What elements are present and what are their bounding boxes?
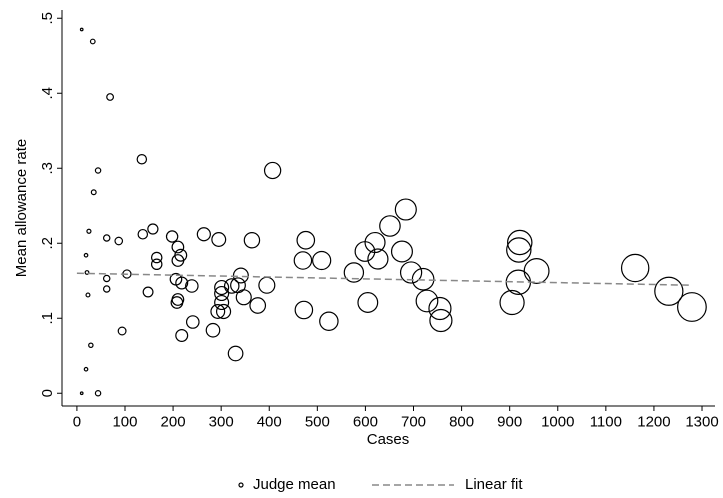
x-tick-label: 1300 (685, 413, 718, 430)
judge-point (319, 311, 339, 332)
judge-point (258, 276, 276, 294)
judge-point (94, 389, 102, 397)
judge-point (263, 161, 282, 180)
judge-point (117, 326, 127, 336)
judge-point (235, 289, 252, 306)
judge-point (114, 236, 124, 246)
judge-point (428, 296, 452, 321)
judge-point (170, 296, 184, 309)
x-tick-label: 1000 (541, 413, 574, 430)
judge-point (232, 267, 249, 284)
judge-point (394, 198, 417, 221)
judge-point (506, 237, 532, 263)
x-tick-label: 800 (449, 413, 474, 430)
judge-point (499, 289, 525, 316)
judge-point (214, 285, 230, 302)
legend-swatch (238, 482, 244, 488)
y-tick-label: .4 (39, 87, 56, 100)
judge-point (150, 251, 163, 264)
judge-point (171, 240, 185, 254)
x-tick-label: 100 (112, 413, 137, 430)
judge-point (357, 292, 379, 313)
judge-point (507, 229, 533, 256)
judge-point (83, 252, 89, 258)
judge-point (84, 270, 90, 275)
judge-point (102, 274, 111, 283)
judge-point (142, 286, 154, 298)
judge-point (205, 322, 221, 338)
judge-point (523, 258, 550, 284)
x-tick-label: 200 (161, 413, 186, 430)
judge-point (243, 232, 261, 249)
judge-point (94, 167, 102, 174)
judge-point (136, 154, 148, 165)
x-tick-label: 500 (305, 413, 330, 430)
x-tick-label: 600 (353, 413, 378, 430)
judge-point (227, 345, 244, 362)
judge-point (379, 215, 401, 237)
judge-point (296, 230, 316, 250)
y-tick-label: .3 (39, 162, 56, 175)
judge-point (147, 223, 159, 235)
judge-point (83, 366, 89, 372)
y-axis-title: Mean allowance rate (13, 139, 30, 277)
legend-label: Judge mean (253, 476, 336, 493)
x-tick-label: 1200 (637, 413, 670, 430)
judge-point (223, 278, 240, 294)
judge-point (215, 303, 232, 320)
judge-point (196, 227, 211, 242)
judge-point (150, 258, 163, 271)
judge-point (102, 234, 111, 242)
judge-point (214, 279, 230, 296)
judge-point (85, 292, 91, 298)
judge-point (88, 342, 94, 349)
judge-point (185, 315, 200, 329)
judge-point (293, 251, 313, 270)
judge-point (211, 232, 227, 247)
judge-point (210, 304, 226, 319)
judge-point (89, 38, 96, 45)
judge-point (294, 300, 314, 320)
judge-point (249, 297, 267, 314)
y-tick-label: .2 (39, 237, 56, 250)
judge-point (137, 228, 149, 240)
x-tick-label: 900 (497, 413, 522, 430)
judge-point (185, 279, 199, 293)
judge-point (415, 289, 439, 313)
judge-point (429, 308, 453, 333)
legend-label: Linear fit (465, 476, 523, 493)
judge-point (364, 231, 386, 254)
x-axis-title: Cases (367, 431, 410, 448)
judge-point (90, 189, 97, 196)
judge-point (106, 93, 115, 101)
judge-point (102, 285, 111, 293)
x-tick-label: 400 (257, 413, 282, 430)
judge-point (175, 328, 189, 343)
x-tick-label: 0 (73, 413, 81, 430)
x-tick-label: 700 (401, 413, 426, 430)
judge-point (343, 262, 365, 283)
fit-line (76, 272, 693, 286)
judge-point (367, 248, 389, 270)
judge-point (620, 253, 650, 283)
judge-point (677, 292, 707, 322)
y-tick-label: .1 (39, 312, 56, 325)
judge-point (214, 294, 230, 311)
judge-point (171, 254, 185, 267)
judge-point (390, 240, 413, 263)
judge-point (175, 276, 189, 290)
judge-point (654, 276, 684, 306)
x-tick-label: 1100 (590, 413, 622, 430)
judge-point (79, 391, 84, 396)
judge-point (79, 27, 84, 32)
y-tick-label: .5 (39, 12, 56, 25)
x-tick-label: 300 (209, 413, 234, 430)
judge-point (165, 230, 179, 243)
judge-point (312, 250, 332, 271)
judge-point (399, 261, 423, 284)
y-tick-label: 0 (39, 389, 56, 397)
judge-point (86, 228, 92, 234)
